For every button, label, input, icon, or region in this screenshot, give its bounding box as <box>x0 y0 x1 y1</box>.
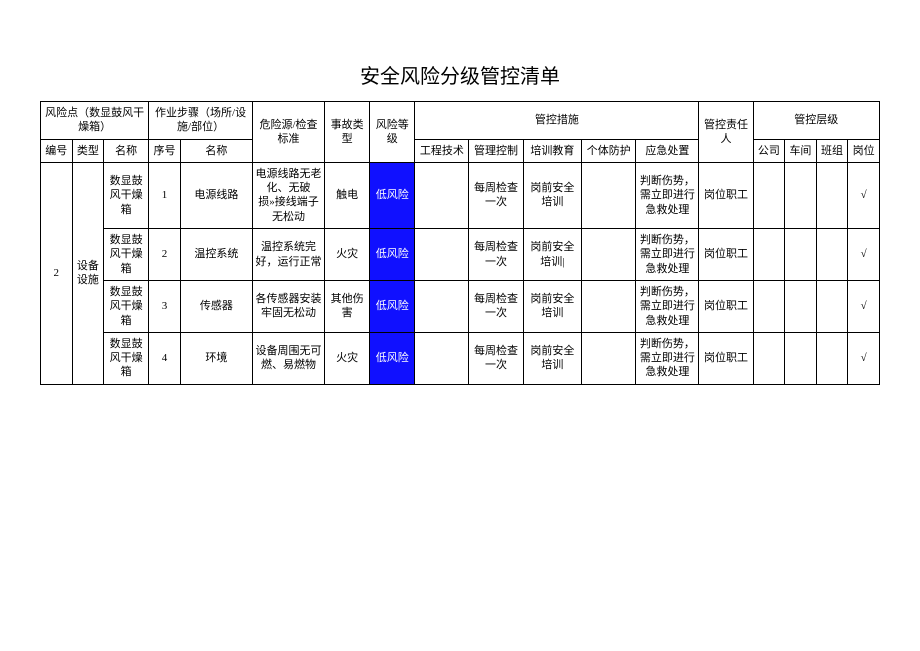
h-post: 岗位 <box>848 139 880 162</box>
cell-risk: 低风险 <box>370 162 415 228</box>
cell-seq: 4 <box>149 332 181 384</box>
cell-acc: 火灾 <box>325 332 370 384</box>
cell-post: √ <box>848 229 880 281</box>
page-title: 安全风险分级管控清单 <box>40 60 880 89</box>
cell-ppe <box>582 162 636 228</box>
h-eng: 工程技术 <box>415 139 469 162</box>
h-workshop: 车间 <box>785 139 817 162</box>
cell-group-id: 2 <box>41 162 73 384</box>
cell-resp: 岗位职工 <box>699 332 753 384</box>
cell-seq: 1 <box>149 162 181 228</box>
cell-emerg: 判断伤势，需立即进行急救处理 <box>636 229 699 281</box>
table-row: 数显鼓风干燥箱4环境设备周围无可燃、易燃物火灾低风险 每周检查一次岗前安全培训 判断… <box>41 332 880 384</box>
cell-seq: 2 <box>149 229 181 281</box>
h-ppe: 个体防护 <box>582 139 636 162</box>
h-acc-type: 事故类型 <box>325 102 370 163</box>
cell-name: 数显鼓风干燥箱 <box>104 162 149 228</box>
cell-hazard: 电源线路无老化、无破损»接线端子无松动 <box>252 162 324 228</box>
cell-step: 环境 <box>180 332 252 384</box>
cell-eng <box>415 229 469 281</box>
cell-post: √ <box>848 332 880 384</box>
cell-post: √ <box>848 280 880 332</box>
cell-train: 岗前安全培训 <box>523 332 582 384</box>
h-emerg: 应急处置 <box>636 139 699 162</box>
cell-name: 数显鼓风干燥箱 <box>104 229 149 281</box>
risk-table: 风险点（数显鼓风干燥箱） 作业步骤（场所/设施/部位） 危险源/检查标准 事故类… <box>40 101 880 385</box>
h-id: 编号 <box>41 139 73 162</box>
cell-train: 岗前安全培训| <box>523 229 582 281</box>
cell-team <box>816 162 848 228</box>
cell-post: √ <box>848 162 880 228</box>
h-risk-point: 风险点（数显鼓风干燥箱） <box>41 102 149 140</box>
cell-ppe <box>582 332 636 384</box>
cell-acc: 火灾 <box>325 229 370 281</box>
cell-eng <box>415 332 469 384</box>
h-train: 培训教育 <box>523 139 582 162</box>
cell-emerg: 判断伤势，需立即进行急救处理 <box>636 280 699 332</box>
cell-mgmt: 每周检查一次 <box>469 162 523 228</box>
cell-team <box>816 280 848 332</box>
h-seq: 序号 <box>149 139 181 162</box>
cell-name: 数显鼓风干燥箱 <box>104 332 149 384</box>
h-step-name: 名称 <box>180 139 252 162</box>
cell-step: 温控系统 <box>180 229 252 281</box>
h-company: 公司 <box>753 139 785 162</box>
cell-acc: 触电 <box>325 162 370 228</box>
h-name: 名称 <box>104 139 149 162</box>
cell-hazard: 温控系统完好，运行正常 <box>252 229 324 281</box>
cell-emerg: 判断伤势，需立即进行急救处理 <box>636 332 699 384</box>
cell-resp: 岗位职工 <box>699 162 753 228</box>
cell-shop <box>785 229 817 281</box>
cell-shop <box>785 280 817 332</box>
cell-resp: 岗位职工 <box>699 280 753 332</box>
table-row: 数显鼓风干燥箱2温控系统温控系统完好，运行正常火灾低风险 每周检查一次岗前安全培训… <box>41 229 880 281</box>
cell-name: 数显鼓风干燥箱 <box>104 280 149 332</box>
h-type: 类型 <box>72 139 104 162</box>
cell-risk: 低风险 <box>370 332 415 384</box>
cell-risk: 低风险 <box>370 229 415 281</box>
cell-co <box>753 332 785 384</box>
h-controls: 管控措施 <box>415 102 699 140</box>
h-level: 管控层级 <box>753 102 879 140</box>
cell-resp: 岗位职工 <box>699 229 753 281</box>
cell-ppe <box>582 229 636 281</box>
cell-eng <box>415 162 469 228</box>
h-responsible: 管控责任人 <box>699 102 753 163</box>
cell-eng <box>415 280 469 332</box>
cell-train: 岗前安全培训 <box>523 162 582 228</box>
table-row: 2设备设施数显鼓风干燥箱1电源线路电源线路无老化、无破损»接线端子无松动触电低风… <box>41 162 880 228</box>
h-hazard: 危险源/检查标准 <box>252 102 324 163</box>
h-operation: 作业步骤（场所/设施/部位） <box>149 102 253 140</box>
cell-risk: 低风险 <box>370 280 415 332</box>
cell-acc: 其他伤害 <box>325 280 370 332</box>
cell-co <box>753 162 785 228</box>
cell-co <box>753 229 785 281</box>
cell-ppe <box>582 280 636 332</box>
cell-step: 传感器 <box>180 280 252 332</box>
cell-team <box>816 332 848 384</box>
h-team: 班组 <box>816 139 848 162</box>
cell-emerg: 判断伤势，需立即进行急救处理 <box>636 162 699 228</box>
cell-hazard: 设备周围无可燃、易燃物 <box>252 332 324 384</box>
cell-mgmt: 每周检查一次 <box>469 280 523 332</box>
cell-shop <box>785 162 817 228</box>
h-mgmt: 管理控制 <box>469 139 523 162</box>
cell-hazard: 各传感器安装牢固无松动 <box>252 280 324 332</box>
cell-group-type: 设备设施 <box>72 162 104 384</box>
cell-seq: 3 <box>149 280 181 332</box>
cell-step: 电源线路 <box>180 162 252 228</box>
cell-train: 岗前安全培训 <box>523 280 582 332</box>
cell-team <box>816 229 848 281</box>
h-risk-level: 风险等级 <box>370 102 415 163</box>
cell-co <box>753 280 785 332</box>
table-row: 数显鼓风干燥箱3传感器各传感器安装牢固无松动其他伤害低风险 每周检查一次岗前安全培… <box>41 280 880 332</box>
cell-mgmt: 每周检查一次 <box>469 229 523 281</box>
cell-mgmt: 每周检查一次 <box>469 332 523 384</box>
cell-shop <box>785 332 817 384</box>
